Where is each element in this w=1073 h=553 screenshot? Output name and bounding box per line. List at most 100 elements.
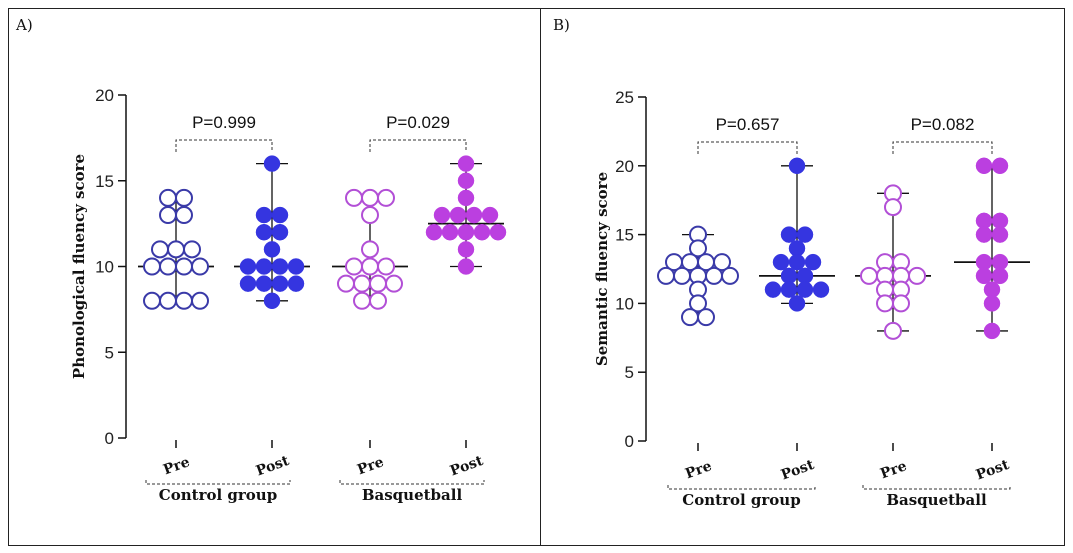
data-point <box>425 223 443 241</box>
group-label: Basquetball <box>886 491 987 509</box>
data-point <box>353 274 371 293</box>
data-point <box>271 275 289 292</box>
y-tick-label: 5 <box>625 363 634 382</box>
data-point <box>689 239 707 258</box>
data-point <box>239 258 257 275</box>
data-point <box>788 157 806 175</box>
p-value-label: P=0.999 <box>192 113 256 132</box>
data-point <box>780 281 798 298</box>
panel-b-frame <box>540 8 1065 546</box>
data-point <box>369 274 387 293</box>
significance-bracket <box>369 139 467 152</box>
group-label: Control group <box>682 491 800 509</box>
data-point <box>796 281 814 298</box>
y-tick-label: 10 <box>95 258 114 277</box>
data-point <box>239 275 257 292</box>
data-point <box>369 291 387 310</box>
data-point <box>263 292 281 310</box>
data-point <box>457 241 475 258</box>
data-point <box>481 206 499 224</box>
data-point <box>263 241 281 258</box>
data-point <box>337 274 355 293</box>
data-point <box>860 266 878 285</box>
x-category-label: Pre <box>161 454 192 478</box>
data-point <box>175 291 193 310</box>
y-tick-label: 0 <box>105 429 114 448</box>
chart-panel-b: B) 0 5 10 15 20 25 Semantic fluency score Pre Pos… <box>553 16 1030 509</box>
data-point <box>361 206 379 225</box>
data-point <box>457 172 475 189</box>
data-point <box>457 189 475 207</box>
x-category-label: Post <box>779 457 817 484</box>
p-value-label: P=0.082 <box>911 115 975 134</box>
data-point <box>175 206 193 225</box>
y-tick-label: 15 <box>615 226 634 245</box>
data-point <box>908 266 926 285</box>
group-bracket <box>862 485 1011 490</box>
chart-panel-a: A) 0 5 10 15 20 Phonological fluency score Pre P… <box>15 16 507 504</box>
y-axis-title: Semantic fluency score <box>593 172 611 366</box>
significance-bracket <box>892 141 993 154</box>
data-point <box>255 223 273 241</box>
x-category-label: Post <box>448 453 486 480</box>
data-point <box>271 223 289 241</box>
data-point <box>721 266 739 285</box>
y-tick-label: 20 <box>615 157 634 176</box>
y-tick-label: 10 <box>615 294 634 313</box>
data-point <box>361 240 379 259</box>
data-point <box>788 295 806 312</box>
data-point <box>780 226 798 243</box>
data-point <box>975 157 993 175</box>
data-point <box>143 257 161 276</box>
data-point <box>457 155 475 172</box>
data-point <box>713 253 731 272</box>
x-category-label: Pre <box>878 458 909 482</box>
data-point <box>983 295 1001 312</box>
data-point <box>191 257 209 276</box>
x-category-label: Pre <box>355 454 386 478</box>
data-point <box>441 223 459 241</box>
significance-bracket <box>697 141 798 154</box>
data-point <box>673 266 691 285</box>
data-point <box>876 294 894 313</box>
data-point <box>167 240 185 259</box>
data-point <box>345 257 363 276</box>
p-value-label: P=0.029 <box>386 113 450 132</box>
data-point <box>159 257 177 276</box>
group-bracket <box>667 485 816 490</box>
panel-label: A) <box>15 16 33 34</box>
y-tick-label: 15 <box>95 172 114 191</box>
data-point <box>689 294 707 313</box>
data-point <box>287 258 305 275</box>
data-point <box>975 267 993 285</box>
data-point <box>159 206 177 225</box>
data-point <box>175 257 193 276</box>
group-bracket <box>145 480 291 485</box>
data-point <box>884 198 902 217</box>
data-point <box>191 291 209 310</box>
data-point <box>812 281 830 298</box>
data-point <box>449 206 467 224</box>
group-label: Control group <box>159 486 277 504</box>
data-point <box>361 257 379 276</box>
data-point <box>353 291 371 310</box>
data-point <box>143 291 161 310</box>
data-point <box>271 206 289 224</box>
group-bracket <box>339 480 485 485</box>
data-point <box>263 155 281 172</box>
data-point <box>457 258 475 275</box>
p-value-label: P=0.657 <box>716 115 780 134</box>
data-point <box>764 281 782 298</box>
data-point <box>991 157 1009 175</box>
data-point <box>255 206 273 224</box>
data-point <box>271 258 289 275</box>
data-point <box>788 253 806 271</box>
data-point <box>159 291 177 310</box>
y-tick-label: 0 <box>625 432 634 451</box>
data-point <box>465 206 483 224</box>
data-point <box>151 240 169 259</box>
data-point <box>489 223 507 241</box>
data-point <box>975 226 993 243</box>
data-point <box>681 308 699 327</box>
data-point <box>287 275 305 292</box>
